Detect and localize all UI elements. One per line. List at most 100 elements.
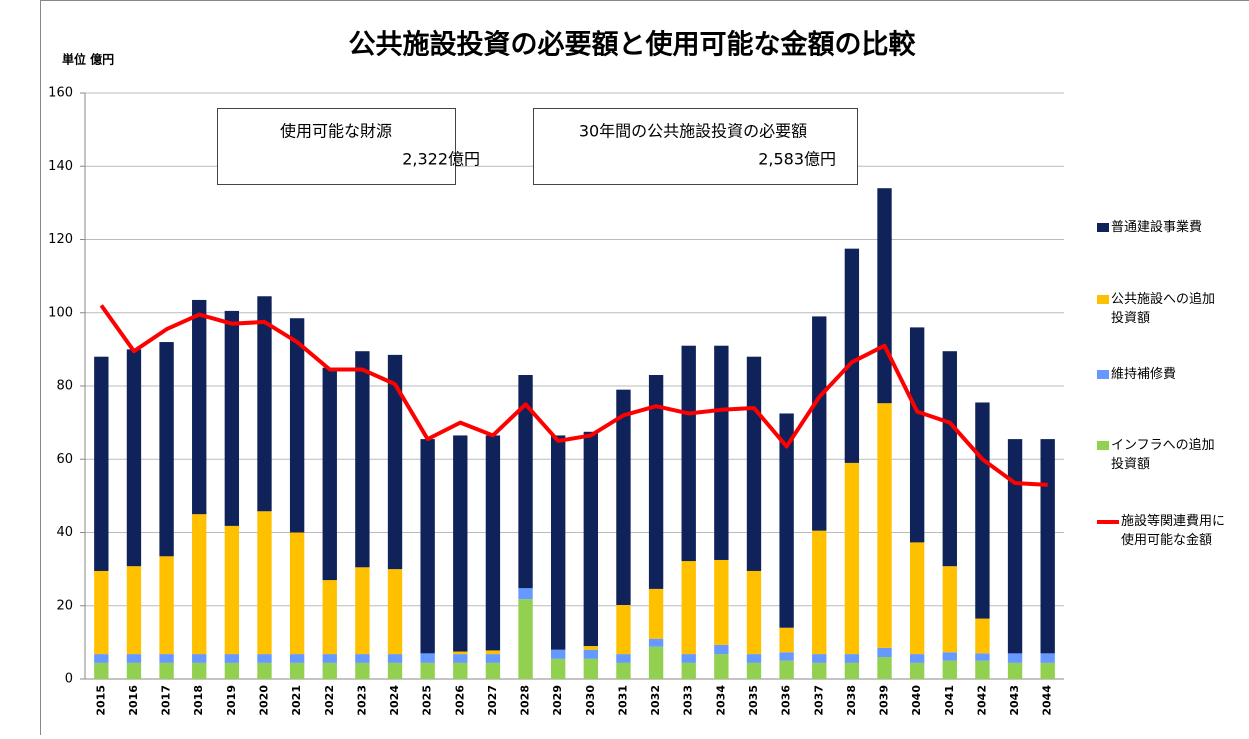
legend-label: 施設等関連費用に使用可能な金額 [1121, 512, 1229, 550]
x-tick-label: 2020 [257, 685, 270, 716]
y-tick-label: 40 [56, 525, 73, 540]
bar-segment [127, 654, 141, 663]
x-tick-label: 2015 [94, 685, 107, 716]
legend-swatch [1097, 441, 1109, 450]
x-tick-label: 2040 [910, 685, 923, 716]
bar-segment [551, 435, 565, 649]
legend-label: 維持補修費 [1111, 365, 1219, 384]
x-tick-label: 2038 [845, 685, 858, 716]
bar-segment [845, 663, 859, 679]
bar-segment [910, 663, 924, 679]
x-tick-label: 2028 [519, 685, 532, 716]
x-tick-label: 2017 [160, 685, 173, 716]
bar-segment [877, 403, 891, 648]
bar-segment [323, 654, 337, 663]
bar-segment [323, 580, 337, 654]
bar-segment [159, 663, 173, 679]
annotation-box [218, 109, 456, 185]
bar-segment [845, 654, 859, 663]
bar-segment [159, 342, 173, 556]
y-tick-label: 60 [56, 452, 73, 467]
legend-swatch [1097, 370, 1109, 379]
bar-segment [225, 311, 239, 526]
bar-segment [518, 588, 532, 599]
bar-segment [192, 514, 206, 654]
bar-segment [225, 526, 239, 654]
bar-segment [127, 663, 141, 679]
bar-segment [877, 657, 891, 679]
x-tick-label: 2030 [584, 685, 597, 716]
x-tick-label: 2022 [323, 685, 336, 716]
x-tick-label: 2031 [616, 685, 629, 716]
bar-segment [290, 654, 304, 663]
legend-label: 公共施設への追加投資額 [1111, 290, 1219, 328]
line-series [101, 305, 1047, 484]
bar-segment [257, 663, 271, 679]
x-tick-label: 2035 [747, 685, 760, 716]
bar-segment [1041, 663, 1055, 679]
bar-segment [159, 556, 173, 654]
x-tick-label: 2027 [486, 685, 499, 716]
bar-segment [682, 663, 696, 679]
bar-segment [845, 463, 859, 654]
bar-segment [616, 390, 630, 605]
legend-item: 公共施設への追加投資額 [1097, 290, 1249, 328]
x-tick-label: 2032 [649, 685, 662, 716]
bar-segment [616, 605, 630, 654]
bar-segment [388, 663, 402, 679]
x-tick-label: 2021 [290, 685, 303, 716]
x-tick-label: 2033 [682, 685, 695, 716]
bar-segment [94, 654, 108, 663]
bar-segment [94, 663, 108, 679]
bar-segment [812, 316, 826, 530]
y-tick-label: 80 [56, 379, 73, 394]
bar-segment [584, 650, 598, 659]
bar-segment [975, 661, 989, 679]
bar-segment [1041, 653, 1055, 663]
bar-segment [616, 663, 630, 679]
bar-segment [812, 663, 826, 679]
bar-segment [943, 351, 957, 566]
bar-segment [714, 346, 728, 560]
bar-segment [453, 652, 467, 655]
legend-item: 維持補修費 [1097, 365, 1249, 384]
bar-segment [649, 639, 663, 647]
x-tick-label: 2023 [355, 685, 368, 716]
annotation-text: 2,322億円 [402, 150, 480, 169]
bar-segment [877, 648, 891, 657]
bar-segment [747, 357, 761, 571]
legend-item: インフラへの追加投資額 [1097, 436, 1249, 474]
bar-segment [323, 368, 337, 580]
bar-segment [355, 351, 369, 567]
annotation-text: 30年間の公共施設投資の必要額 [579, 122, 807, 141]
bar-segment [714, 654, 728, 679]
x-tick-label: 2024 [388, 685, 401, 716]
annotation-box [534, 109, 858, 185]
bar-segment [910, 654, 924, 663]
bar-segment [257, 654, 271, 663]
legend-label: インフラへの追加投資額 [1111, 436, 1219, 474]
bar-segment [584, 659, 598, 679]
bar-segment [192, 663, 206, 679]
legend-swatch [1097, 520, 1119, 524]
legend-label: 普通建設事業費 [1111, 218, 1219, 237]
bar-segment [910, 327, 924, 542]
bar-segment [682, 346, 696, 561]
y-tick-label: 20 [56, 598, 73, 613]
bar-segment [812, 654, 826, 663]
bar-segment [257, 296, 271, 511]
bar-segment [94, 571, 108, 654]
bar-segment [551, 659, 565, 679]
bar-segment [127, 349, 141, 566]
x-tick-label: 2043 [1008, 685, 1021, 716]
x-tick-label: 2018 [192, 685, 205, 716]
y-tick-label: 160 [48, 86, 73, 101]
x-tick-label: 2034 [714, 685, 727, 716]
bar-segment [1008, 439, 1022, 653]
bar-segment [779, 652, 793, 660]
y-tick-label: 120 [48, 232, 73, 247]
bar-segment [943, 661, 957, 679]
bar-segment [877, 188, 891, 403]
x-tick-label: 2037 [812, 685, 825, 716]
bar-segment [975, 619, 989, 654]
